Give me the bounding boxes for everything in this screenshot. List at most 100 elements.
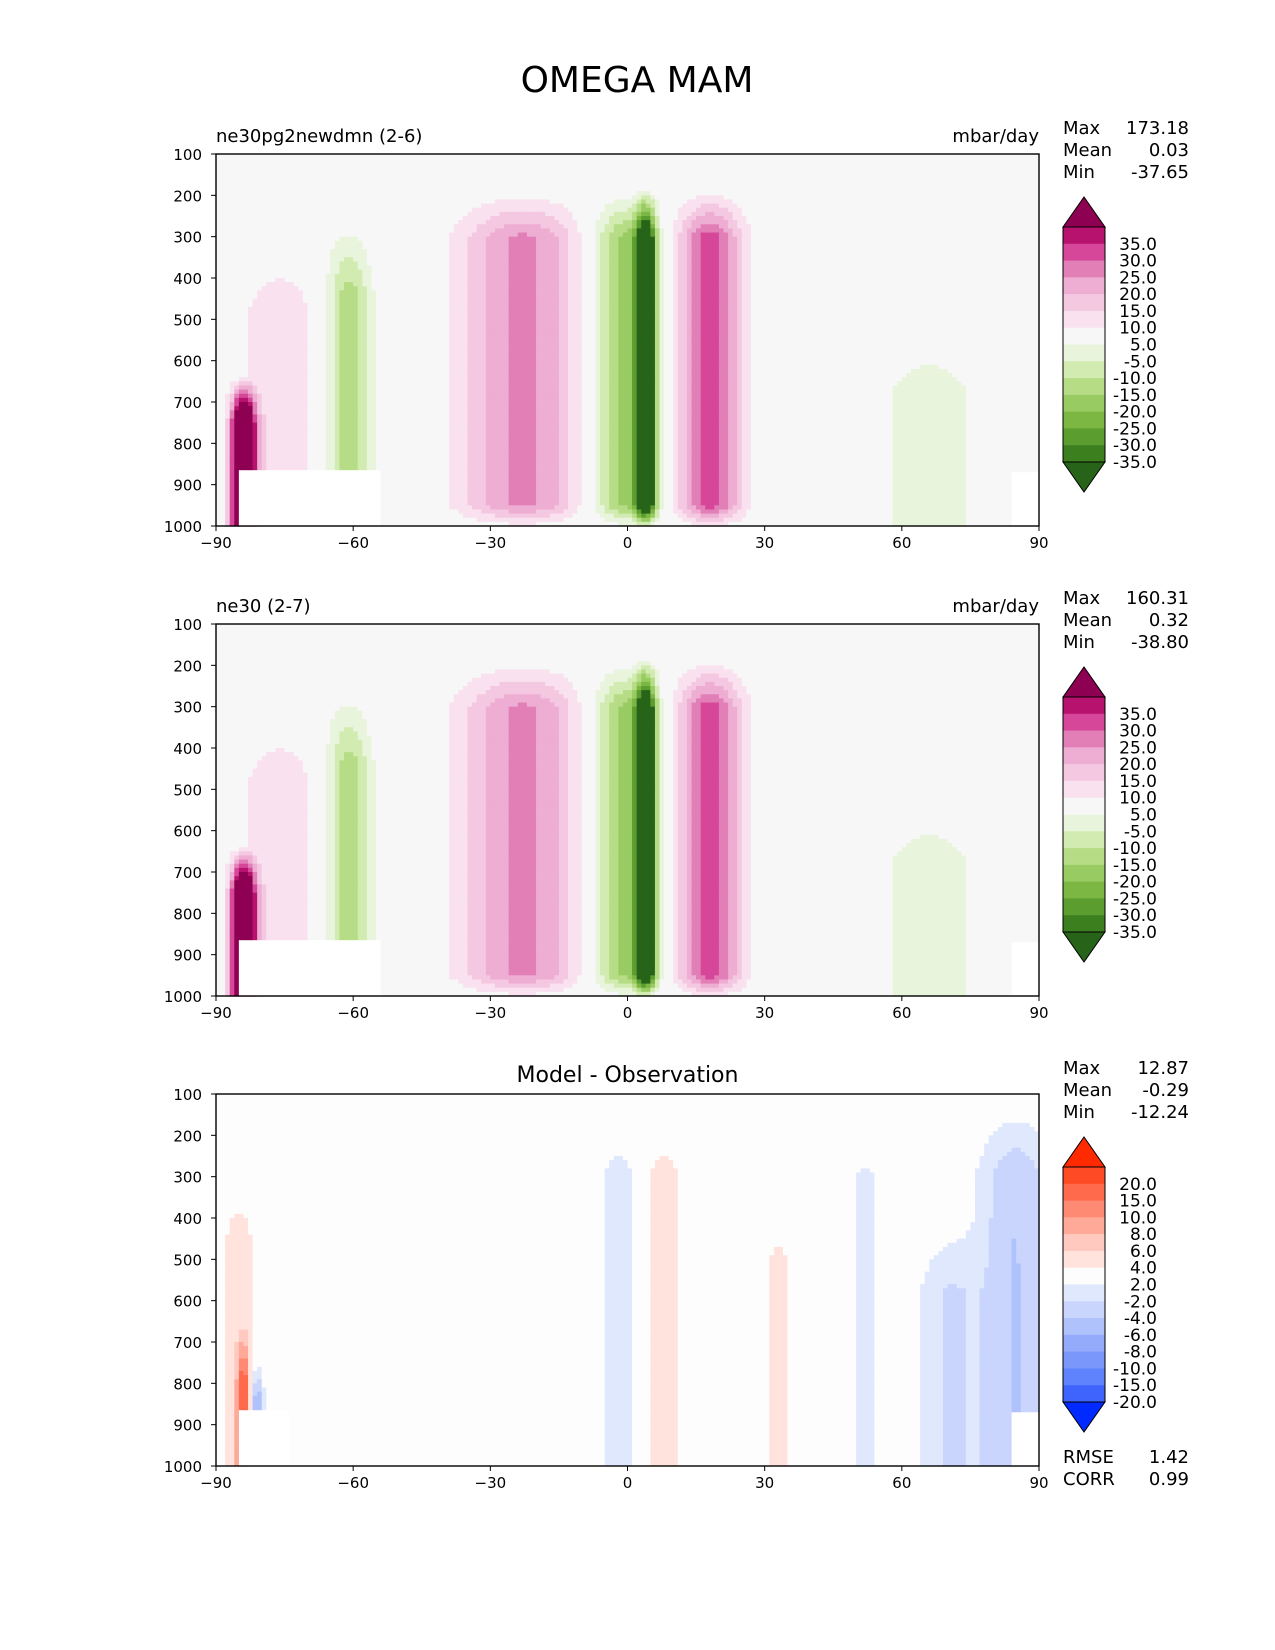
contour-cell [660, 158, 665, 163]
contour-cell [737, 154, 742, 159]
contour-cell [806, 162, 811, 167]
contour-cell [861, 162, 866, 167]
contour-cell [431, 154, 436, 159]
contour-cell [893, 162, 898, 167]
contour-cell [618, 162, 623, 167]
contour-cell [650, 158, 655, 163]
contour-cell [998, 154, 1003, 159]
contour-cell [724, 158, 729, 163]
contour-cell [559, 166, 564, 171]
contour-cell [408, 166, 413, 171]
contour-cell [477, 154, 482, 159]
contour-cell [769, 154, 774, 159]
contour-cell [230, 154, 235, 159]
contour-cell [568, 158, 573, 163]
contour-cell [902, 154, 907, 159]
contour-cell [536, 154, 541, 159]
contour-cell [312, 154, 317, 159]
contour-cell [888, 154, 893, 159]
contour-cell [271, 154, 276, 159]
contour-cell [367, 158, 372, 163]
contour-cell [477, 158, 482, 163]
contour-cell [445, 154, 450, 159]
contour-cell [513, 166, 518, 171]
contour-cell [394, 171, 399, 176]
contour-cell [440, 154, 445, 159]
contour-cell [449, 154, 454, 159]
contour-cell [504, 162, 509, 167]
contour-cell [353, 166, 358, 171]
contour-cell [628, 154, 633, 159]
contour-cell [248, 158, 253, 163]
contour-cell [952, 162, 957, 167]
contour-cell [760, 158, 765, 163]
contour-cell [728, 158, 733, 163]
contour-cell [563, 162, 568, 167]
contour-cell [970, 162, 975, 167]
contour-cell [897, 154, 902, 159]
contour-cell [559, 162, 564, 167]
contour-cell [509, 166, 514, 171]
contour-cell [893, 166, 898, 171]
contour-cell [952, 166, 957, 171]
contour-cell [906, 162, 911, 167]
contour-cell [888, 162, 893, 167]
contour-cell [413, 166, 418, 171]
contour-cell [435, 154, 440, 159]
contour-cell [810, 166, 815, 171]
contour-cell [1030, 166, 1035, 171]
contour-cell [541, 162, 546, 167]
contour-cell [344, 162, 349, 167]
contour-cell [856, 162, 861, 167]
contour-cell [335, 162, 340, 167]
contour-cell [339, 162, 344, 167]
contour-cell [673, 166, 678, 171]
contour-cell [765, 166, 770, 171]
contour-cell [984, 162, 989, 167]
contour-cell [742, 166, 747, 171]
contour-cell [221, 154, 226, 159]
contour-cell [458, 166, 463, 171]
contour-cell [317, 171, 322, 176]
contour-cell [426, 171, 431, 176]
contour-cell [394, 166, 399, 171]
contour-cell [403, 158, 408, 163]
contour-cell [646, 154, 651, 159]
contour-cell [719, 154, 724, 159]
contour-cell [1021, 166, 1026, 171]
contour-cell [870, 158, 875, 163]
contour-cell [646, 162, 651, 167]
contour-cell [989, 154, 994, 159]
contour-cell [563, 166, 568, 171]
contour-cell [774, 154, 779, 159]
contour-cell [435, 158, 440, 163]
contour-cell [925, 158, 930, 163]
contour-cell [1030, 162, 1035, 167]
contour-cell [280, 166, 285, 171]
contour-cell [714, 154, 719, 159]
contour-cell [440, 158, 445, 163]
contour-cell [833, 158, 838, 163]
contour-cell [522, 162, 527, 167]
contour-cell [582, 166, 587, 171]
contour-cell [298, 158, 303, 163]
contour-cell [490, 166, 495, 171]
contour-cell [820, 162, 825, 167]
contour-cell [655, 162, 660, 167]
contour-cell [230, 158, 235, 163]
contour-cell [984, 166, 989, 171]
contour-cell [943, 158, 948, 163]
contour-cell [536, 162, 541, 167]
contour-cell [381, 162, 386, 167]
contour-cell [541, 158, 546, 163]
contour-cell [966, 162, 971, 167]
contour-cell [362, 162, 367, 167]
contour-cell [367, 162, 372, 167]
contour-cell [577, 154, 582, 159]
contour-cell [829, 166, 834, 171]
contour-cell [884, 158, 889, 163]
contour-cell [934, 158, 939, 163]
contour-cell [243, 171, 248, 176]
contour-cell [413, 162, 418, 167]
contour-cell [728, 162, 733, 167]
